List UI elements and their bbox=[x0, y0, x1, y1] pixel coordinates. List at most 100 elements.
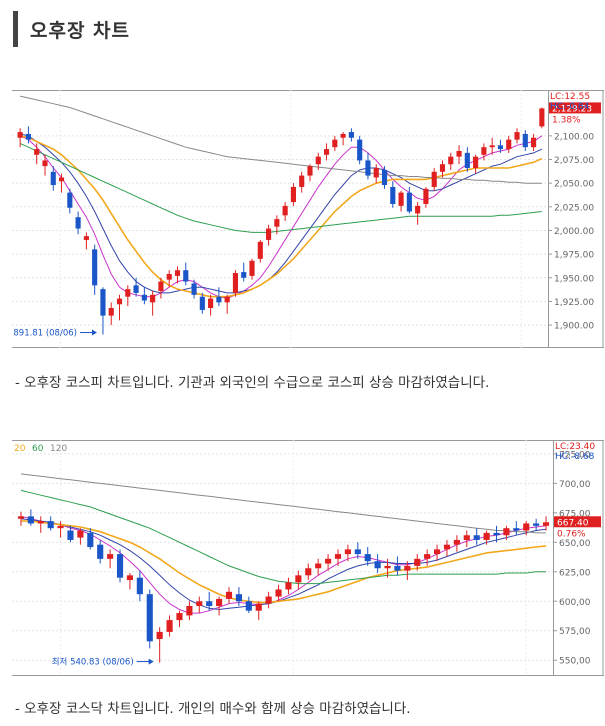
candle-body bbox=[523, 523, 530, 531]
candle-body bbox=[384, 565, 391, 569]
candle-body bbox=[183, 270, 189, 282]
candle-body bbox=[503, 528, 510, 536]
candle-body bbox=[364, 554, 371, 562]
candle-body bbox=[354, 549, 361, 555]
candle-body bbox=[58, 177, 65, 182]
candle-body bbox=[156, 631, 163, 639]
candle-body bbox=[424, 554, 431, 559]
kospi-chart-svg: 2,100.00 2,075.00 2,050.00 2,025.00 2,000.00… bbox=[12, 90, 604, 348]
y-tick-label: 1,950.00 bbox=[554, 274, 594, 284]
moving-average-line bbox=[19, 135, 543, 298]
kosdaq-chart: 725,00 700,00 675,00 650,00 625,00 600,00 575,… bbox=[12, 440, 604, 676]
y-tick-label: 625,00 bbox=[559, 568, 591, 578]
candle-body bbox=[357, 139, 363, 161]
candle-body bbox=[473, 156, 479, 169]
candle-body bbox=[334, 554, 342, 559]
candle-body bbox=[513, 528, 520, 531]
y-tick-label: 1,900.00 bbox=[554, 322, 594, 332]
candle-body bbox=[275, 589, 282, 597]
candle-body bbox=[67, 530, 74, 540]
moving-average-line bbox=[19, 142, 542, 233]
candle-body bbox=[533, 523, 540, 526]
kospi-chart: 2,100.00 2,075.00 2,050.00 2,025.00 2,000.00… bbox=[12, 90, 604, 348]
candle-body bbox=[497, 145, 504, 150]
candle-body bbox=[158, 281, 164, 292]
candle-body bbox=[57, 525, 64, 529]
lc-label: LC:23.40 bbox=[555, 442, 595, 452]
candle-body bbox=[323, 149, 330, 155]
candle-body bbox=[325, 558, 332, 564]
candle-body bbox=[97, 544, 104, 559]
candle-body bbox=[224, 296, 230, 303]
candle-body bbox=[514, 132, 520, 140]
candle-body bbox=[196, 601, 203, 606]
moving-average-line bbox=[19, 95, 542, 184]
candle-body bbox=[83, 236, 89, 240]
y-tick-label: 650,00 bbox=[559, 539, 591, 549]
candle-body bbox=[282, 205, 288, 216]
candle-body bbox=[116, 298, 123, 305]
candle-body bbox=[100, 289, 106, 316]
candle-body bbox=[307, 166, 313, 176]
candle-body bbox=[92, 249, 98, 286]
candle-body bbox=[265, 596, 272, 604]
low-marker-label: 최저 540.83 (08/06) bbox=[52, 657, 134, 668]
current-price-label: 667.40 bbox=[557, 518, 589, 528]
candle-body bbox=[522, 133, 528, 148]
candle-body bbox=[34, 149, 40, 155]
moving-average-line bbox=[20, 518, 547, 611]
candle-body bbox=[394, 565, 401, 571]
candle-body bbox=[506, 139, 512, 150]
candle-body bbox=[348, 132, 354, 138]
y-tick-label: 2,025.00 bbox=[554, 203, 594, 213]
candle-body bbox=[332, 139, 338, 148]
candle-body bbox=[381, 169, 388, 186]
candle-body bbox=[50, 171, 56, 186]
candle-body bbox=[373, 168, 379, 178]
y-tick-label: 600,00 bbox=[559, 598, 591, 608]
candle-body bbox=[315, 563, 322, 569]
low-marker-label: 891.81 (08/06) bbox=[13, 329, 77, 339]
candle-body bbox=[27, 516, 34, 524]
candle-body bbox=[453, 539, 460, 545]
candle-body bbox=[77, 530, 84, 538]
candle-body bbox=[398, 192, 404, 206]
candle-body bbox=[481, 147, 487, 155]
y-tick-label: 2,000.00 bbox=[554, 227, 594, 237]
candle-body bbox=[166, 620, 173, 632]
candle-body bbox=[542, 522, 550, 526]
candle-body bbox=[125, 289, 131, 297]
candle-body bbox=[108, 308, 114, 316]
candle-body bbox=[493, 532, 500, 536]
candle-body bbox=[274, 219, 280, 227]
lc-label: LC:12.55 bbox=[550, 92, 590, 102]
candle-body bbox=[126, 575, 134, 581]
y-tick-label: 675,00 bbox=[559, 509, 591, 519]
candle-body bbox=[423, 188, 429, 204]
candle-body bbox=[17, 516, 25, 519]
candle-body bbox=[404, 565, 411, 571]
candle-body bbox=[266, 228, 272, 240]
candle-body bbox=[315, 156, 321, 165]
candle-body bbox=[216, 598, 223, 606]
candle-body bbox=[340, 133, 346, 138]
candle-body bbox=[136, 577, 143, 595]
y-tick-label: 700,00 bbox=[559, 480, 591, 490]
candle-body bbox=[305, 568, 312, 576]
y-tick-label: 550,00 bbox=[559, 657, 591, 667]
candle-body bbox=[456, 150, 462, 157]
moving-average-line bbox=[19, 135, 543, 300]
y-tick-label: 1,925.00 bbox=[554, 298, 594, 308]
candle-body bbox=[489, 145, 495, 148]
candle-body bbox=[431, 171, 437, 187]
candle-body bbox=[186, 605, 193, 616]
candle-body bbox=[249, 260, 255, 276]
candle-body bbox=[443, 544, 451, 550]
title-accent-bar bbox=[13, 11, 18, 47]
plot-area bbox=[12, 90, 548, 348]
candle-body bbox=[245, 601, 252, 611]
candle-body bbox=[390, 186, 396, 204]
candle-body bbox=[25, 133, 31, 140]
page-title: 오후장 차트 bbox=[30, 19, 131, 42]
kospi-caption: - 오후장 코스피 차트입니다. 기관과 외국인의 수급으로 코스피 상승 마감… bbox=[15, 375, 490, 391]
